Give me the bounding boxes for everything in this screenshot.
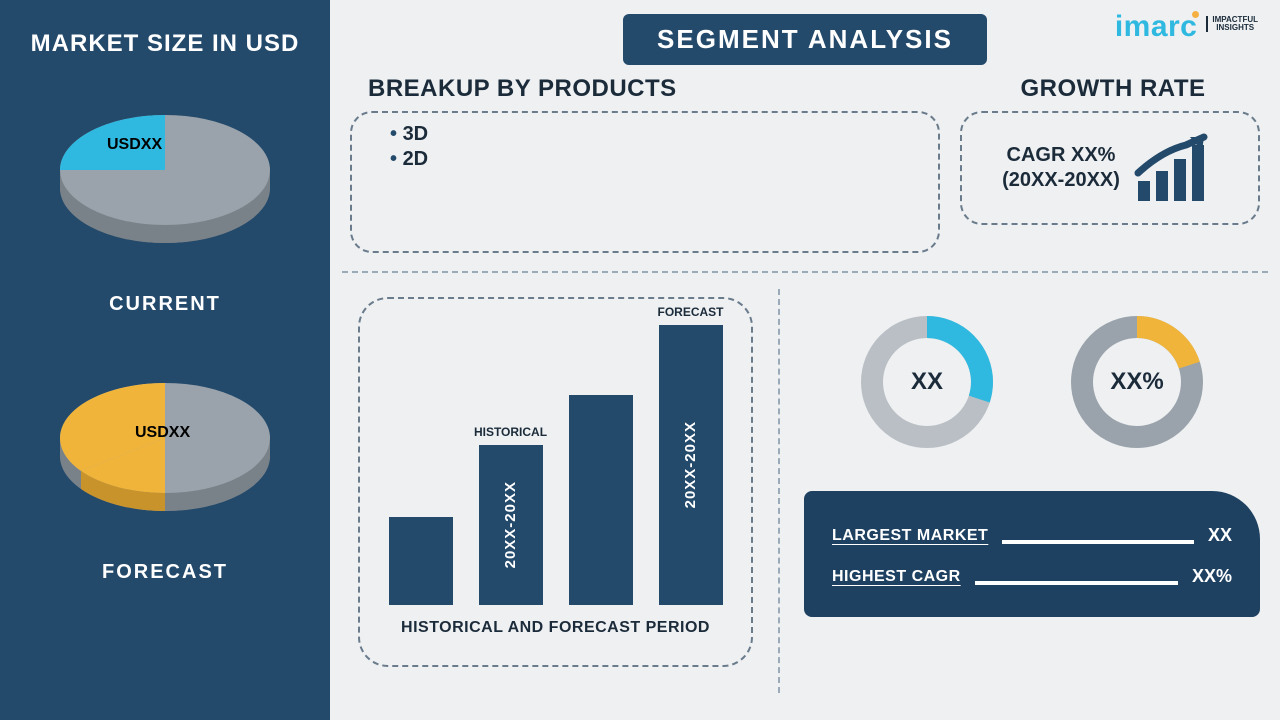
- bars: HISTORICAL20XX-20XXFORECAST20XX-20XX: [384, 315, 727, 605]
- main: SEGMENT ANALYSIS imarcIMPACTFULINSIGHTS …: [330, 0, 1280, 720]
- row-top: BREAKUP BY PRODUCTS 3D 2D GROWTH RATE CA…: [330, 75, 1280, 253]
- sidebar: MARKET SIZE IN USD USDXX CURRENT: [0, 0, 330, 720]
- breakup-heading: BREAKUP BY PRODUCTS: [368, 75, 940, 103]
- breakup-list: 3D 2D: [374, 117, 916, 233]
- pie-forecast-caption: FORECAST: [102, 561, 228, 584]
- donut-2-center: XX%: [1062, 307, 1212, 457]
- donut-1: XX: [852, 307, 1002, 457]
- bar-top-label: FORECAST: [658, 305, 724, 319]
- sidebar-title: MARKET SIZE IN USD: [31, 30, 300, 58]
- logo-tagline: IMPACTFULINSIGHTS: [1206, 16, 1258, 32]
- bar-top-label: HISTORICAL: [474, 425, 547, 439]
- row-bottom: HISTORICAL20XX-20XXFORECAST20XX-20XX HIS…: [330, 273, 1280, 693]
- bar-chart-panel: HISTORICAL20XX-20XXFORECAST20XX-20XX HIS…: [358, 297, 753, 667]
- info-card: LARGEST MARKET XX HIGHEST CAGR XX%: [804, 491, 1260, 617]
- breakup-item: 3D: [390, 123, 916, 146]
- pie-current-svg: [45, 98, 285, 263]
- info-row: HIGHEST CAGR XX%: [832, 566, 1232, 587]
- bar: [389, 517, 453, 605]
- pie-current: USDXX: [45, 98, 285, 268]
- breakup-item: 2D: [390, 148, 916, 171]
- bar: FORECAST20XX-20XX: [659, 325, 723, 605]
- info-bar: [1002, 540, 1194, 544]
- growth-panel: CAGR XX% (20XX-20XX): [960, 111, 1260, 225]
- logo-dot-icon: [1192, 11, 1199, 18]
- col-bar-chart: HISTORICAL20XX-20XXFORECAST20XX-20XX HIS…: [350, 289, 780, 693]
- info-label: LARGEST MARKET: [832, 527, 988, 545]
- pie-forecast: USDXX: [45, 366, 285, 536]
- donut-1-center: XX: [852, 307, 1002, 457]
- growth-icon: [1132, 131, 1218, 205]
- bar: HISTORICAL20XX-20XX: [479, 445, 543, 605]
- info-label: HIGHEST CAGR: [832, 568, 961, 586]
- segment-title: SEGMENT ANALYSIS: [623, 14, 987, 65]
- logo: imarc IMPACTFULINSIGHTS: [1115, 10, 1258, 44]
- bar-chart-caption: HISTORICAL AND FORECAST PERIOD: [384, 619, 727, 637]
- growth-text: CAGR XX% (20XX-20XX): [1002, 143, 1120, 193]
- growth-heading: GROWTH RATE: [966, 75, 1260, 103]
- donut-2: XX%: [1062, 307, 1212, 457]
- col-right: XX XX% LARGEST MARKET XX HIGHEST: [780, 289, 1260, 693]
- pie-forecast-svg: [45, 366, 285, 531]
- logo-brand: imarc: [1115, 10, 1198, 43]
- info-value: XX%: [1192, 566, 1232, 587]
- pie-current-value: USDXX: [107, 136, 162, 154]
- bar-in-label: 20XX-20XX: [502, 481, 519, 568]
- header: SEGMENT ANALYSIS imarc IMPACTFULINSIGHTS: [330, 0, 1280, 75]
- donuts: XX XX%: [804, 307, 1260, 457]
- breakup-panel: 3D 2D: [350, 111, 940, 253]
- bar: [569, 395, 633, 605]
- bar-in-label: 20XX-20XX: [682, 421, 699, 508]
- info-bar: [975, 581, 1178, 585]
- pie-forecast-value: USDXX: [135, 424, 190, 442]
- info-row: LARGEST MARKET XX: [832, 525, 1232, 546]
- info-value: XX: [1208, 525, 1232, 546]
- pie-current-caption: CURRENT: [109, 293, 221, 316]
